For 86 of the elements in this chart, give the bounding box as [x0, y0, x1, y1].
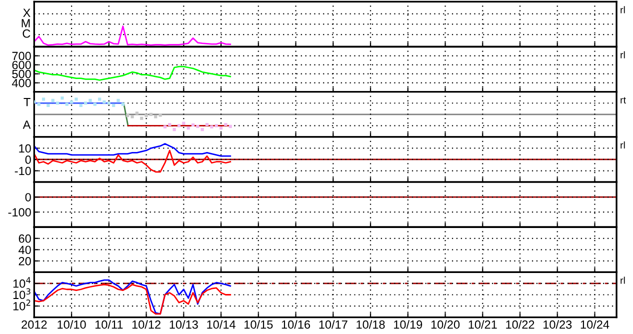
text: rt	[620, 97, 626, 104]
point	[42, 98, 46, 101]
point	[116, 98, 120, 102]
x-tick-label: 10/19	[394, 320, 422, 329]
point	[163, 125, 167, 128]
point	[210, 125, 214, 128]
x-tick-label: 10/24	[580, 320, 610, 329]
y-tick-label: 10$^{2}$	[13, 300, 30, 310]
y-tick-label: 40	[18, 246, 31, 254]
point	[200, 128, 204, 132]
point	[98, 98, 102, 101]
point	[214, 124, 218, 128]
text: rl	[620, 6, 625, 14]
text: T	[24, 98, 30, 106]
x-tick-label: 10/17	[319, 320, 348, 329]
point	[74, 98, 78, 101]
point	[70, 100, 74, 104]
point	[191, 123, 195, 126]
y-tick-label: 10	[19, 144, 31, 153]
point	[172, 128, 176, 132]
y-tick-label: 60	[18, 234, 31, 243]
x-tick-label: 10/16	[282, 320, 310, 329]
point	[84, 102, 88, 105]
x-tick-label: 10/21	[468, 320, 497, 329]
point	[182, 122, 186, 125]
x-tick-label: 10/14	[207, 320, 236, 329]
point	[107, 102, 110, 105]
y-tick-label: 10$^{4}$	[13, 277, 31, 288]
x-tick-label: 10/10	[58, 320, 86, 329]
point	[196, 124, 200, 128]
text: rl	[620, 276, 625, 284]
point	[168, 122, 172, 126]
x-tick-label: 10/11	[95, 320, 123, 329]
point	[65, 102, 68, 106]
point	[79, 104, 82, 108]
y-tick-label: 0	[25, 193, 31, 202]
point	[224, 122, 228, 126]
x-tick-label: 10/22	[506, 320, 534, 329]
y-tick-label: -100	[8, 208, 31, 216]
x-tick-label: 10/13	[170, 320, 198, 329]
text: M	[22, 19, 30, 28]
x-tick-label: 10/20	[431, 320, 460, 329]
point	[130, 115, 134, 118]
x-tick-label: 10/12	[132, 320, 160, 329]
point	[88, 98, 92, 102]
x-tick-label: 10/18	[356, 320, 385, 329]
x-tick-label: 10/15	[244, 320, 273, 329]
point	[135, 112, 139, 115]
y-tick-label: 10$^{3}$	[13, 288, 30, 300]
text: rl	[620, 141, 625, 148]
point	[186, 126, 190, 130]
point	[158, 114, 162, 117]
point	[149, 112, 153, 116]
line-series	[34, 150, 232, 173]
x-tick-label: 10/23	[544, 320, 572, 329]
y-tick-label: 700	[12, 52, 31, 60]
point	[56, 102, 60, 105]
point	[228, 124, 232, 128]
point	[46, 104, 50, 108]
point	[205, 122, 209, 126]
text: X	[23, 8, 30, 17]
point	[60, 96, 64, 100]
point	[177, 124, 181, 128]
text: C	[22, 29, 30, 38]
y-tick-label: 400	[12, 78, 31, 88]
y-tick-label: 500	[12, 70, 31, 78]
point	[219, 126, 223, 130]
point	[112, 104, 116, 108]
point	[154, 115, 158, 118]
point	[93, 102, 96, 106]
x-tick-label: 2012	[22, 320, 47, 329]
y-tick-label: 600	[12, 60, 31, 70]
point	[121, 102, 124, 106]
y-tick-label: -10	[14, 166, 31, 176]
point	[51, 98, 54, 102]
y-tick-label: 0	[25, 156, 31, 164]
point	[37, 102, 40, 106]
text: A	[22, 120, 31, 129]
text: rl	[620, 51, 625, 58]
point	[102, 100, 106, 104]
point	[144, 114, 148, 118]
point	[140, 116, 144, 120]
y-tick-label: 20	[18, 256, 31, 266]
line-series	[34, 66, 232, 81]
line-series	[34, 143, 232, 157]
point	[126, 114, 130, 118]
